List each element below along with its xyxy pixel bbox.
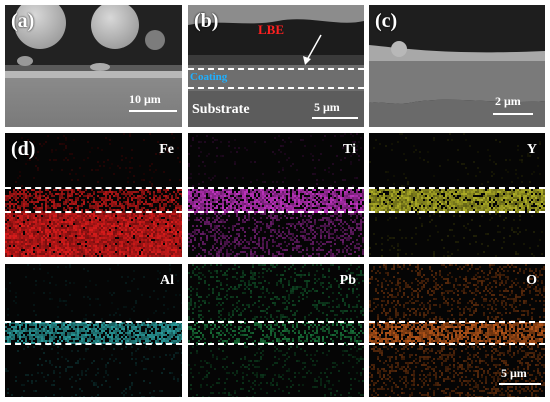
coating-label: Coating xyxy=(190,71,228,83)
element-label-o: O xyxy=(526,273,537,288)
panel-label-d: (d) xyxy=(11,138,36,160)
eds-map-o: O 5 μm xyxy=(369,264,545,397)
eds-map-fe: (d) Fe xyxy=(5,133,182,257)
coating-top-boundary xyxy=(188,321,364,323)
eds-noise-al xyxy=(5,264,182,397)
lbe-arrow xyxy=(303,34,322,65)
coating-bottom-boundary xyxy=(188,343,364,345)
panel-label-b: (b) xyxy=(194,10,219,32)
sem-panel-a: (a) 10 μm xyxy=(5,5,182,127)
eds-noise-pb xyxy=(188,264,364,397)
eds-noise-y xyxy=(369,133,545,257)
scale-bar-label-c: 2 μm xyxy=(495,94,521,108)
scale-bar-label-b: 5 μm xyxy=(314,100,340,114)
coating-bottom-boundary xyxy=(369,343,545,345)
element-label-fe: Fe xyxy=(159,142,174,157)
coating-bottom-boundary xyxy=(188,211,364,213)
panel-label-c: (c) xyxy=(375,10,398,32)
eds-map-al: Al xyxy=(5,264,182,397)
sem-image-a xyxy=(5,5,182,127)
scale-bar-d xyxy=(499,383,541,385)
coating-bottom-boundary xyxy=(5,343,182,345)
scale-bar-c xyxy=(493,113,533,115)
lbe-label: LBE xyxy=(258,22,285,37)
coating-top-boundary xyxy=(369,321,545,323)
coating-bottom-boundary xyxy=(188,87,364,89)
coating-bottom-boundary xyxy=(369,211,545,213)
scale-bar-label-d: 5 μm xyxy=(501,366,527,380)
substrate-label: Substrate xyxy=(192,102,250,117)
coating-top-boundary xyxy=(5,187,182,189)
sem-panel-b: (b) LBE Coating Substrate 5 μm xyxy=(188,5,364,127)
coating-top-boundary xyxy=(188,68,364,70)
sem-image-c xyxy=(369,5,545,127)
element-label-al: Al xyxy=(160,273,174,288)
eds-noise-o xyxy=(369,264,545,397)
scale-bar-a xyxy=(129,110,177,112)
element-label-y: Y xyxy=(526,142,537,157)
eds-map-y: Y xyxy=(369,133,545,257)
coating-top-boundary xyxy=(5,321,182,323)
eds-map-ti: Ti xyxy=(188,133,364,257)
coating-bottom-boundary xyxy=(5,211,182,213)
coating-top-boundary xyxy=(188,187,364,189)
element-label-pb: Pb xyxy=(339,273,356,288)
scale-bar-b xyxy=(312,117,358,119)
coating-top-boundary xyxy=(369,187,545,189)
scale-bar-label-a: 10 μm xyxy=(129,92,161,106)
eds-noise-ti xyxy=(188,133,364,257)
sem-panel-c: (c) 2 μm xyxy=(369,5,545,127)
eds-map-pb: Pb xyxy=(188,264,364,397)
element-label-ti: Ti xyxy=(343,142,356,157)
panel-label-a: (a) xyxy=(11,10,35,32)
